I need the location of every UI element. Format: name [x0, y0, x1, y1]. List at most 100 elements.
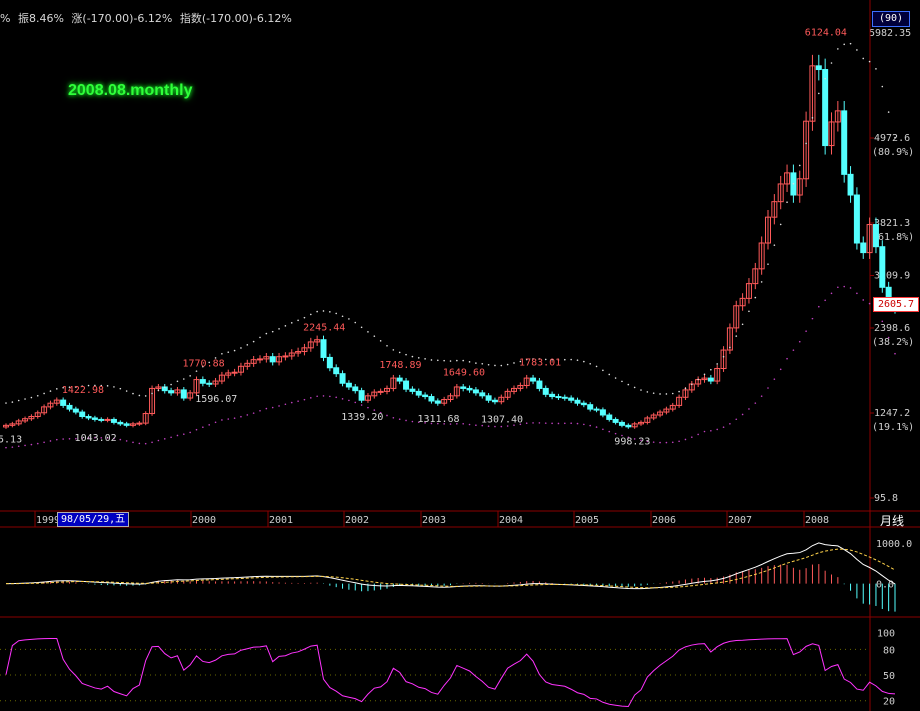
macd-dif-line [5, 542, 896, 590]
ma-band-lower [316, 395, 318, 398]
index-text: 指数(-170.00)-6.12% [179, 12, 292, 25]
ma-band-upper [443, 359, 445, 362]
price-annotation: 1307.40 [481, 414, 523, 425]
ma-band-lower [208, 424, 210, 426]
stats-bar: % 振8.46% 涨(-170.00)-6.12% 指数(-170.00)-6.… [0, 10, 296, 26]
ma-band-upper [157, 389, 160, 392]
ma-band-upper [691, 383, 693, 386]
candle [206, 382, 213, 385]
ma-band-upper [684, 387, 687, 390]
ma-band-upper [227, 351, 230, 353]
ma-band-lower [379, 411, 382, 414]
ma-band-lower [722, 426, 725, 428]
ma-band-lower [564, 422, 566, 425]
candle [618, 421, 625, 426]
candle [644, 417, 651, 423]
candle [612, 418, 619, 423]
ma-band-upper [132, 392, 134, 395]
candle [822, 69, 829, 147]
ma-band-upper [894, 136, 896, 139]
ma-band-lower [798, 340, 801, 343]
candle [396, 377, 403, 382]
ma-band-lower [735, 418, 738, 421]
ma-band-upper [24, 398, 26, 400]
x-year-label: 2002 [345, 515, 369, 526]
rsi-tick-label: 100 [877, 628, 895, 639]
ma-band-lower [443, 423, 445, 425]
ma-band-upper [792, 182, 795, 185]
ma-band-upper [176, 380, 179, 383]
ma-band-lower [576, 422, 579, 425]
ma-band-lower [303, 398, 306, 401]
candle [263, 356, 270, 360]
ma-band-lower [195, 428, 198, 431]
candle [98, 418, 105, 421]
ma-band-upper [68, 386, 71, 388]
candle [155, 386, 162, 389]
ma-band-lower [595, 426, 598, 428]
ma-band-upper [652, 392, 655, 394]
candle [85, 415, 92, 419]
ma-band-upper [564, 358, 566, 361]
candle [295, 351, 302, 354]
candle [853, 194, 860, 244]
candle [745, 283, 752, 299]
candle [809, 65, 816, 122]
ma-band-lower [475, 424, 477, 427]
candle [625, 424, 632, 428]
ma-band-upper [303, 316, 306, 319]
ma-band-upper [94, 384, 96, 387]
candle [409, 388, 416, 392]
candle [117, 421, 124, 425]
ma-band-lower [678, 440, 680, 443]
ma-band-upper [379, 340, 382, 342]
candle [650, 414, 657, 419]
ma-band-lower [11, 446, 14, 448]
candle [879, 246, 886, 288]
ma-band-upper [11, 401, 14, 403]
ma-band-upper [208, 361, 210, 364]
ma-band-lower [779, 368, 782, 371]
candle [841, 110, 848, 175]
ma-band-lower [500, 425, 503, 428]
ma-band-upper [678, 390, 680, 393]
ma-band-upper [119, 387, 122, 390]
price-annotation: 1339.20 [341, 412, 383, 423]
ma-band-upper [741, 323, 744, 326]
ma-band-lower [176, 434, 179, 437]
candle [168, 390, 175, 394]
candle [631, 423, 638, 428]
ma-band-lower [754, 402, 757, 404]
ma-band-lower [430, 422, 433, 425]
ma-band-upper [570, 358, 572, 361]
macd-tick-label: 1000.0 [876, 539, 912, 550]
candle [726, 327, 733, 351]
candle [472, 389, 479, 394]
period-selector[interactable]: (90) [872, 11, 910, 27]
ma-band-lower [405, 419, 407, 422]
ma-band-lower [519, 423, 522, 426]
ma-band-lower [227, 418, 230, 420]
ma-band-upper [621, 380, 623, 383]
ma-band-lower [163, 438, 166, 440]
ma-band-upper [767, 263, 769, 265]
candle [91, 417, 98, 420]
ma-band-lower [494, 425, 496, 428]
ma-band-upper [221, 353, 223, 355]
ma-band-upper [754, 296, 757, 299]
candle [28, 415, 35, 420]
candle [752, 268, 759, 285]
ma-band-lower [824, 299, 826, 302]
ma-band-lower [773, 378, 776, 380]
ma-band-upper [576, 359, 579, 361]
ma-band-upper [284, 325, 287, 327]
ma-band-lower [849, 287, 852, 289]
period-label[interactable]: 月线 [880, 514, 905, 528]
candle [352, 386, 359, 392]
candle [225, 372, 232, 376]
ma-band-lower [716, 428, 718, 431]
ma-band-lower [125, 440, 128, 442]
ma-band-upper [252, 340, 255, 343]
candle [720, 349, 727, 370]
